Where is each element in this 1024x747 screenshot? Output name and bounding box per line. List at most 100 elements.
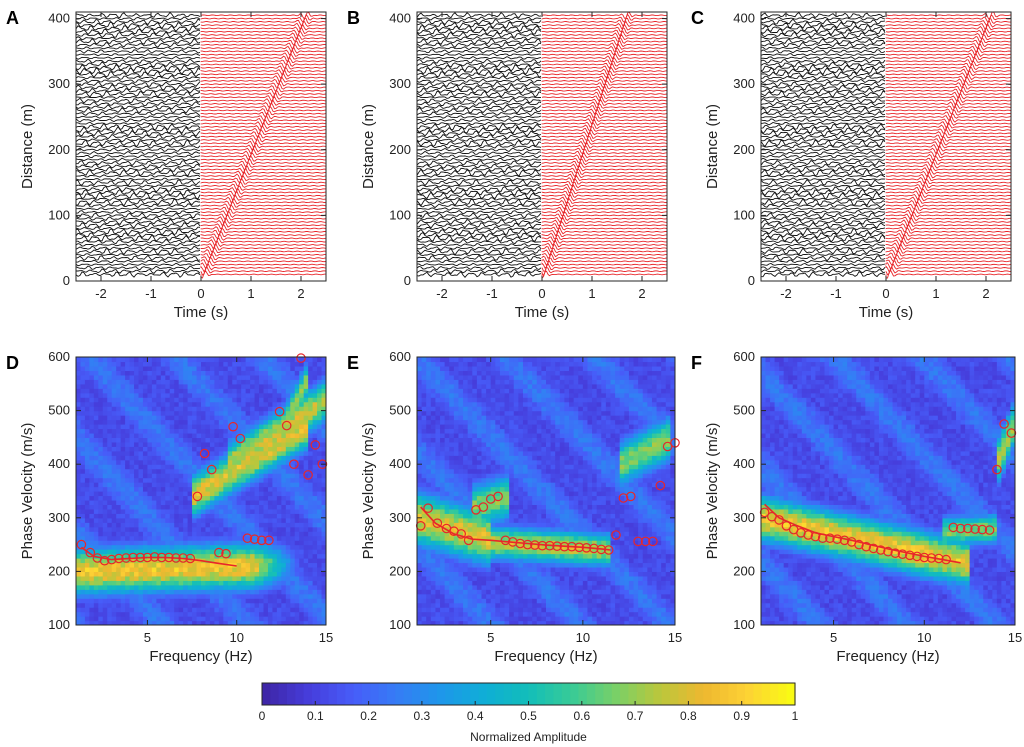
- heatmap-cell: [426, 406, 432, 412]
- heatmap-cell: [267, 544, 274, 550]
- heatmap-cell: [205, 607, 211, 613]
- black-trace: [417, 231, 542, 239]
- heatmap-cell: [236, 544, 242, 550]
- black-trace: [76, 117, 201, 123]
- heatmap-cell: [236, 379, 242, 385]
- heatmap-cell: [93, 540, 99, 546]
- heatmap-cell: [263, 575, 269, 581]
- heatmap-cell: [183, 620, 189, 625]
- heatmap-cell: [444, 437, 450, 443]
- heatmap-cell: [272, 611, 278, 617]
- heatmap-cell: [321, 468, 326, 474]
- heatmap-cell: [138, 455, 144, 461]
- heatmap-cell: [142, 446, 149, 452]
- heatmap-cell: [156, 562, 162, 568]
- heatmap-cell: [102, 535, 108, 541]
- heatmap-cell: [151, 549, 157, 555]
- heatmap-cell: [267, 571, 274, 577]
- heatmap-cell: [317, 562, 323, 568]
- heatmap-cell: [321, 370, 326, 376]
- heatmap-cell: [111, 441, 117, 447]
- heatmap-cell: [467, 473, 473, 479]
- heatmap-cell: [486, 508, 492, 514]
- heatmap-cell: [205, 388, 211, 394]
- heatmap-cell: [209, 437, 215, 443]
- heatmap-cell: [426, 468, 432, 474]
- heatmap-cell: [84, 508, 90, 514]
- heatmap-cell: [205, 397, 211, 403]
- heatmap-cell: [267, 365, 274, 371]
- heatmap-cell: [421, 477, 427, 483]
- y-axis-label: Distance (m): [19, 104, 36, 189]
- red-trace: [200, 171, 326, 180]
- heatmap-cell: [263, 513, 269, 519]
- heatmap-cell: [290, 455, 296, 461]
- heatmap-cell: [317, 464, 323, 470]
- heatmap-cell: [299, 602, 305, 608]
- heatmap-cell: [223, 566, 229, 572]
- heatmap-cell: [214, 616, 220, 622]
- heatmap-cell: [218, 406, 224, 412]
- heatmap-cell: [250, 473, 256, 479]
- heatmap-cell: [449, 406, 455, 412]
- heatmap-cell: [196, 464, 202, 470]
- heatmap-cell: [417, 526, 423, 532]
- heatmap-cell: [472, 361, 478, 367]
- heatmap-cell: [102, 499, 108, 505]
- pick-point: [303, 470, 313, 480]
- heatmap-cell: [218, 602, 224, 608]
- heatmap-cell: [481, 379, 487, 385]
- black-trace: [76, 31, 201, 39]
- heatmap-cell: [232, 584, 238, 590]
- heatmap-cell: [463, 558, 469, 564]
- heatmap-cell: [444, 464, 450, 470]
- heatmap-cell: [160, 482, 166, 488]
- heatmap-cell: [236, 513, 242, 519]
- heatmap-cell: [421, 602, 427, 608]
- heatmap-cell: [138, 388, 144, 394]
- heatmap-cell: [421, 446, 427, 452]
- heatmap-cell: [174, 602, 180, 608]
- heatmap-cell: [272, 468, 278, 474]
- heatmap-cell: [435, 464, 441, 470]
- heatmap-cell: [321, 566, 326, 572]
- heatmap-cell: [449, 450, 455, 456]
- heatmap-cell: [151, 392, 157, 398]
- heatmap-cell: [223, 415, 229, 421]
- heatmap-cell: [458, 584, 464, 590]
- heatmap-cell: [449, 482, 455, 488]
- heatmap-cell: [134, 584, 140, 590]
- black-trace: [417, 58, 542, 64]
- black-trace: [417, 150, 542, 156]
- heatmap-cell: [174, 446, 180, 452]
- heatmap-cell: [174, 361, 180, 367]
- heatmap-cell: [245, 379, 251, 385]
- heatmap-cell: [236, 473, 242, 479]
- heatmap-cell: [209, 450, 215, 456]
- x-tick-label: -2: [436, 286, 448, 301]
- heatmap-cell: [285, 566, 291, 572]
- heatmap-cell: [281, 424, 287, 430]
- heatmap-cell: [276, 513, 282, 519]
- heatmap-cell: [178, 410, 184, 416]
- heatmap-cell: [129, 540, 135, 546]
- black-trace: [76, 254, 201, 262]
- heatmap-cell: [421, 598, 427, 604]
- heatmap-cell: [440, 522, 446, 528]
- x-tick-label: 0: [197, 286, 204, 301]
- heatmap-cell: [201, 379, 207, 385]
- heatmap-cell: [285, 441, 291, 447]
- red-trace: [541, 158, 667, 169]
- heatmap-cell: [259, 450, 265, 456]
- heatmap-cell: [426, 553, 432, 559]
- x-tick-label: 0: [538, 286, 545, 301]
- heatmap-cell: [129, 508, 135, 514]
- heatmap-cell: [281, 562, 287, 568]
- heatmap-cell: [444, 383, 450, 389]
- heatmap-cell: [174, 544, 180, 550]
- heatmap-cell: [476, 566, 483, 572]
- red-trace: [200, 33, 326, 43]
- heatmap-cell: [285, 593, 291, 599]
- panel-label-b: B: [347, 8, 360, 28]
